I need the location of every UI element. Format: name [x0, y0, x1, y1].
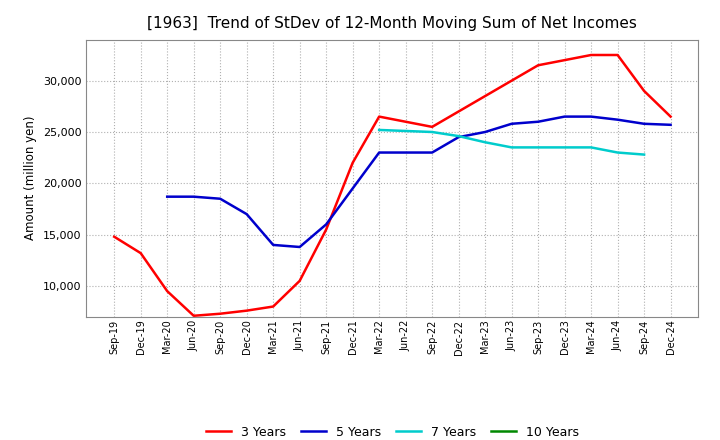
Y-axis label: Amount (million yen): Amount (million yen): [24, 116, 37, 240]
Legend: 3 Years, 5 Years, 7 Years, 10 Years: 3 Years, 5 Years, 7 Years, 10 Years: [201, 421, 584, 440]
Title: [1963]  Trend of StDev of 12-Month Moving Sum of Net Incomes: [1963] Trend of StDev of 12-Month Moving…: [148, 16, 637, 32]
